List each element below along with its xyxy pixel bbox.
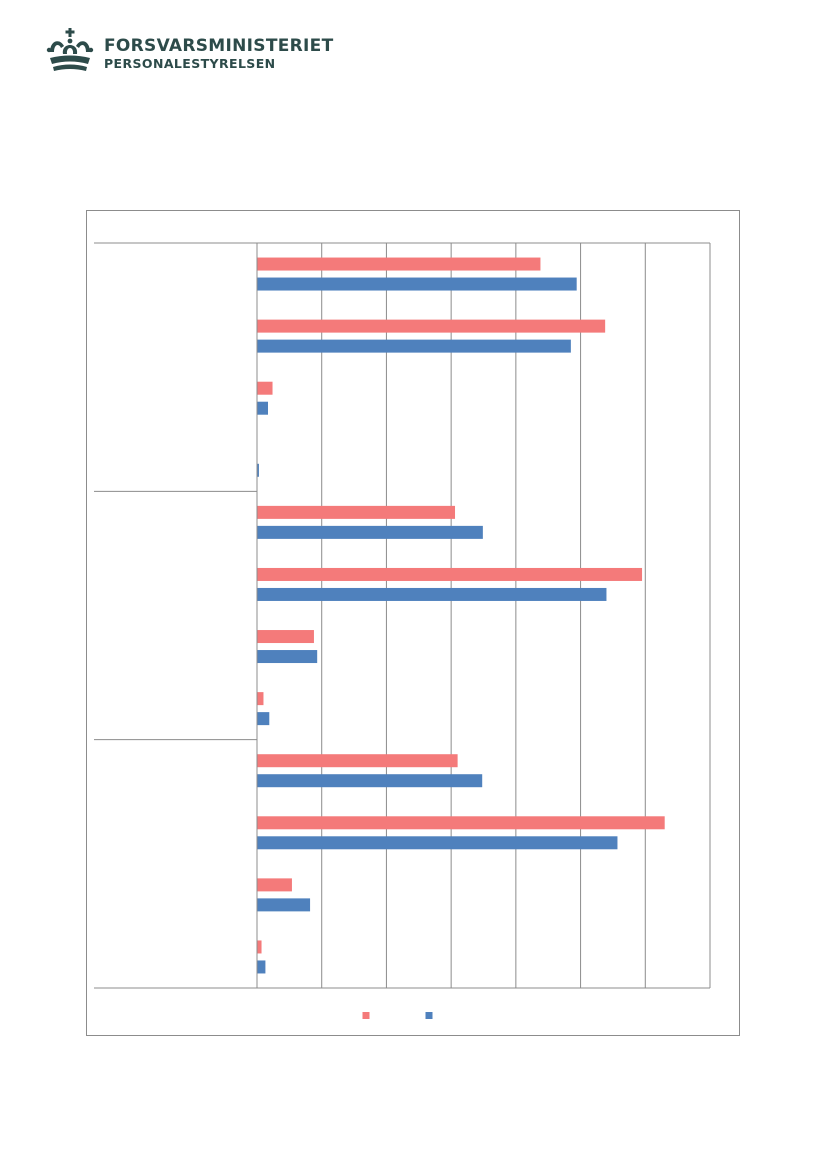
bar — [257, 319, 606, 333]
bar — [257, 277, 577, 291]
bar — [257, 567, 643, 581]
bar — [257, 712, 270, 726]
grid — [256, 243, 711, 988]
bar — [257, 692, 264, 706]
bar — [257, 339, 571, 353]
bar — [257, 381, 273, 395]
bar — [257, 257, 541, 271]
legend-swatch — [362, 1012, 370, 1019]
bar — [257, 505, 456, 519]
legend-swatch — [425, 1012, 433, 1019]
bar — [257, 836, 618, 850]
legend — [362, 1012, 433, 1019]
bar — [257, 754, 458, 768]
org-subname: PERSONALESTYRELSEN — [104, 56, 276, 71]
axes — [94, 242, 710, 989]
bar — [257, 774, 483, 788]
bar — [257, 401, 269, 415]
bar — [257, 898, 311, 912]
bar — [257, 650, 318, 664]
bars — [257, 257, 665, 974]
bar — [257, 463, 259, 477]
bar — [257, 878, 292, 892]
crown-icon — [46, 28, 94, 71]
bar — [257, 940, 262, 954]
bar — [257, 630, 314, 644]
bar — [257, 816, 665, 830]
org-name: FORSVARSMINISTERIET — [104, 36, 334, 56]
bar — [257, 587, 607, 601]
bar — [257, 960, 266, 974]
bar — [257, 525, 483, 539]
logo: FORSVARSMINISTERIET PERSONALESTYRELSEN — [46, 28, 333, 76]
